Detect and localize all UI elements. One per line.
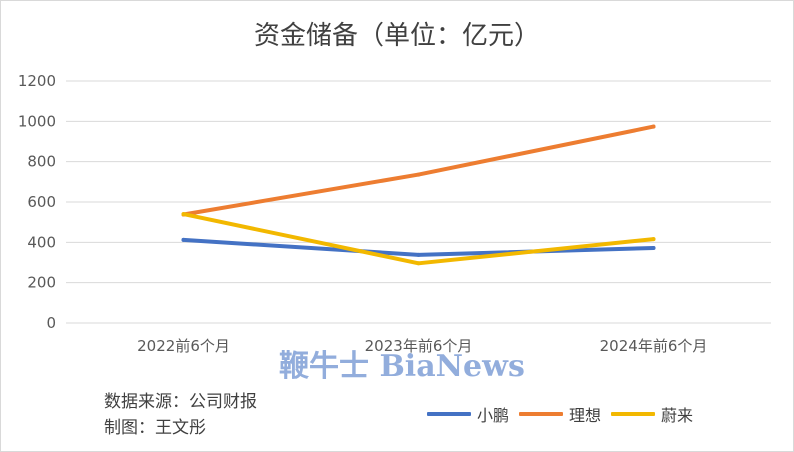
legend-swatch (519, 412, 563, 416)
x-tick-label: 2023年前6个月 (365, 337, 473, 355)
legend-item-li: 理想 (519, 404, 602, 425)
legend-label: 蔚来 (661, 406, 694, 425)
y-axis: 0 200 400 600 800 1000 1200 (18, 72, 56, 332)
gridlines (66, 80, 771, 324)
y-tick-label: 800 (27, 153, 56, 171)
legend-item-xpeng: 小鹏 (427, 404, 510, 425)
source-note: 数据来源：公司财报 (104, 392, 257, 412)
data-point (416, 261, 421, 266)
y-tick-label: 400 (27, 233, 56, 251)
data-point (651, 245, 656, 250)
data-point (416, 252, 421, 257)
y-tick-label: 0 (46, 314, 56, 332)
legend-label: 理想 (569, 406, 602, 425)
y-tick-label: 600 (27, 193, 56, 211)
legend-item-nio: 蔚来 (611, 404, 694, 425)
y-tick-label: 200 (27, 274, 56, 292)
data-point (181, 237, 186, 242)
data-point (651, 124, 656, 129)
legend-swatch (427, 412, 471, 416)
data-point (651, 237, 656, 242)
watermark-logo: 鞭牛士 BiaNews (279, 349, 525, 384)
chart-title: 资金储备（单位：亿元） (254, 21, 540, 51)
data-point (416, 172, 421, 177)
series-line-1 (181, 124, 656, 217)
y-tick-label: 1000 (18, 112, 56, 130)
x-tick-label: 2022前6个月 (137, 337, 230, 355)
data-point (181, 212, 186, 217)
legend-label: 小鹏 (477, 406, 510, 425)
y-tick-label: 1200 (18, 72, 56, 90)
x-tick-label: 2024年前6个月 (600, 337, 708, 355)
x-axis: 2022前6个月 2023年前6个月 2024年前6个月 (137, 337, 707, 355)
legend-swatch (611, 412, 655, 416)
author-note: 制图：王文彤 (104, 418, 206, 438)
series-lines (181, 124, 656, 266)
